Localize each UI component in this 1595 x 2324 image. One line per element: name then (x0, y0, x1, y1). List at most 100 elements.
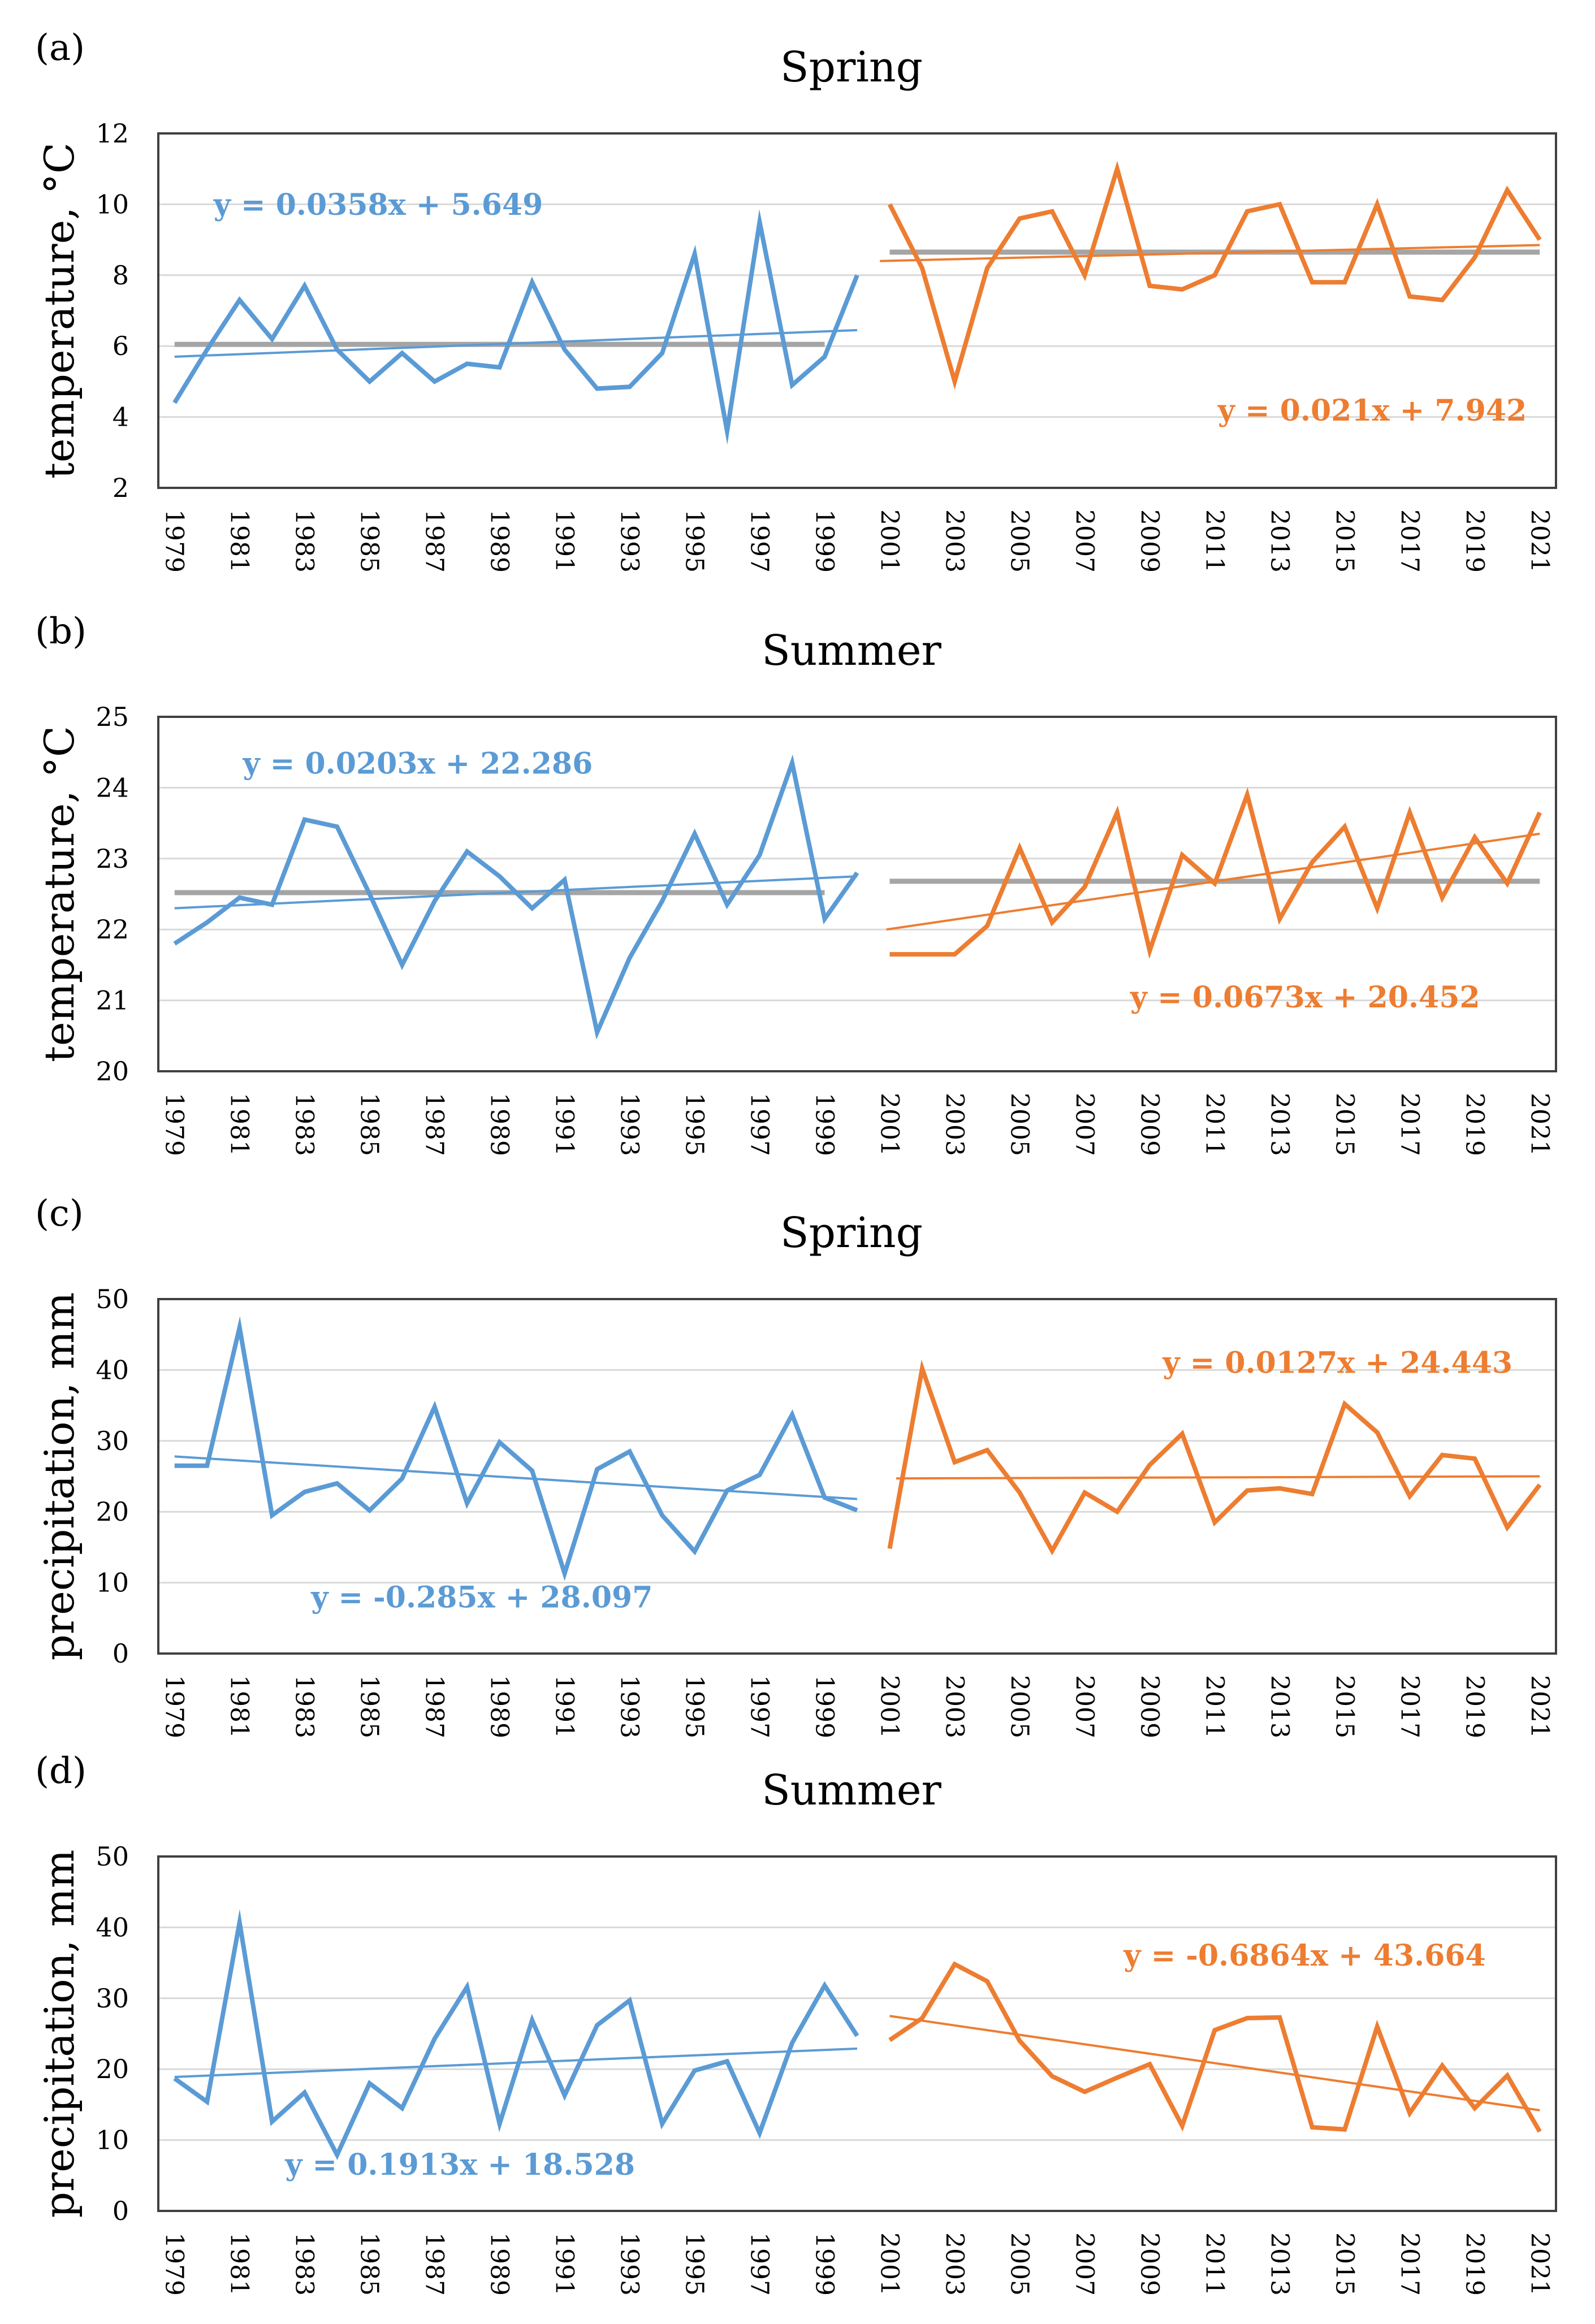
x-tick-label: 2001 (875, 509, 904, 573)
panel-label: (c) (35, 1193, 84, 1235)
x-tick-label: 2005 (1005, 1675, 1034, 1738)
x-tick-label: 2017 (1395, 1675, 1424, 1738)
x-tick-label: 1985 (355, 2232, 384, 2296)
x-tick-label: 2009 (1135, 1093, 1164, 1156)
x-tick-label: 2011 (1200, 1093, 1229, 1156)
x-tick-label: 1983 (290, 1093, 319, 1156)
x-tick-label: 2009 (1135, 509, 1164, 573)
series-line-period-2 (887, 161, 1542, 390)
x-tick-label: 2013 (1265, 1093, 1294, 1156)
x-tick-label: 1985 (355, 1093, 384, 1156)
x-tick-label: 2013 (1265, 1675, 1294, 1738)
x-tick-label: 2001 (875, 2232, 904, 2296)
chart-title: Summer (762, 626, 941, 675)
y-axis-label: precipitation, mm (36, 1850, 83, 2218)
x-tick-label: 2009 (1135, 2232, 1164, 2296)
y-tick-label: 20 (96, 1056, 129, 1087)
trend-equation-2: y = 0.0127x + 24.443 (1162, 1345, 1512, 1380)
plot-frame (157, 1855, 1557, 2212)
x-tick-label: 1983 (290, 2232, 319, 2296)
x-tick-label: 1989 (485, 1093, 514, 1156)
chart-title: Spring (780, 43, 923, 92)
x-tick-label: 2003 (940, 509, 969, 573)
chart-title: Summer (762, 1766, 941, 1815)
panel-label: (b) (35, 611, 87, 652)
plot-frame (157, 716, 1557, 1072)
x-tick-label: 1985 (355, 509, 384, 573)
x-tick-label: 2003 (940, 1093, 969, 1156)
x-tick-label: 2021 (1525, 1093, 1554, 1156)
x-tick-label: 2013 (1265, 509, 1294, 573)
x-tick-label: 1993 (615, 1093, 644, 1156)
chart-panel-3: (c) Spring precipitation, mm 0 10 20 30 40 50 197… (35, 1193, 1557, 1738)
x-tick-label: 1995 (680, 509, 709, 573)
x-tick-label: 2017 (1395, 1093, 1424, 1156)
x-tick-label: 2019 (1460, 1093, 1489, 1156)
y-tick-label: 30 (96, 1983, 129, 2014)
x-tick-label: 2015 (1330, 509, 1359, 573)
x-tick-label: 2001 (875, 1093, 904, 1156)
x-tick-label: 1999 (810, 1675, 839, 1738)
trend-equation-2: y = 0.021x + 7.942 (1217, 393, 1527, 428)
y-tick-label: 4 (113, 402, 129, 432)
trend-line-2 (889, 2015, 1540, 2111)
y-axis-label: temperature, °C (36, 726, 83, 1062)
series-line-period-2 (887, 1360, 1542, 1556)
x-tick-label: 1983 (290, 509, 319, 573)
y-tick-label: 20 (96, 1496, 129, 1527)
y-tick-label: 40 (96, 1912, 129, 1942)
x-tick-label: 1987 (420, 509, 449, 573)
x-tick-label: 2021 (1525, 1675, 1554, 1738)
x-tick-label: 1993 (615, 509, 644, 573)
x-tick-label: 2021 (1525, 2232, 1554, 2296)
y-tick-label: 12 (96, 118, 129, 149)
x-tick-label: 2007 (1070, 509, 1099, 573)
x-tick-label: 1991 (550, 1675, 579, 1738)
y-tick-label: 23 (96, 843, 129, 874)
series-line-period-1 (174, 1316, 858, 1581)
y-tick-label: 2 (113, 473, 129, 503)
y-axis-label: temperature, °C (36, 142, 83, 479)
x-tick-label: 2011 (1200, 2232, 1229, 2296)
y-tick-label: 50 (96, 1841, 129, 1872)
x-tick-label: 1987 (420, 2232, 449, 2296)
x-tick-label: 1997 (745, 509, 774, 573)
x-tick-label: 2015 (1330, 1675, 1359, 1738)
x-tick-label: 1997 (745, 1093, 774, 1156)
x-tick-label: 1991 (550, 2232, 579, 2296)
x-tick-label: 2017 (1395, 509, 1424, 573)
plot-frame (157, 132, 1557, 489)
y-axis-label: precipitation, mm (36, 1292, 83, 1660)
x-tick-label: 1999 (810, 2232, 839, 2296)
trend-equation-1: y = 0.1913x + 18.528 (284, 2148, 635, 2182)
x-tick-label: 1989 (485, 509, 514, 573)
series-line-period-1 (173, 1909, 859, 2161)
x-tick-label: 1989 (485, 1675, 514, 1738)
x-tick-label: 2011 (1200, 1675, 1229, 1738)
x-tick-label: 2007 (1070, 2232, 1099, 2296)
series-line-period-1 (172, 209, 859, 445)
x-tick-label: 2017 (1395, 2232, 1424, 2296)
x-tick-label: 1983 (290, 1675, 319, 1738)
x-tick-label: 1993 (615, 1675, 644, 1738)
y-tick-label: 10 (96, 189, 129, 219)
x-tick-label: 1995 (680, 2232, 709, 2296)
x-tick-label: 1979 (160, 1675, 189, 1738)
x-tick-label: 1991 (550, 1093, 579, 1156)
trend-line-2 (880, 244, 1540, 262)
trend-line-2 (896, 1475, 1540, 1480)
y-tick-label: 0 (113, 2196, 129, 2226)
series-line-period-2 (889, 787, 1542, 959)
x-tick-label: 2009 (1135, 1675, 1164, 1738)
x-tick-label: 2019 (1460, 1675, 1489, 1738)
x-tick-label: 2005 (1005, 1093, 1034, 1156)
y-tick-label: 8 (113, 260, 129, 291)
x-tick-label: 1981 (225, 509, 254, 573)
trend-equation-1: y = 0.0203x + 22.286 (242, 746, 593, 781)
y-tick-label: 6 (113, 331, 129, 361)
x-tick-label: 2015 (1330, 2232, 1359, 2296)
x-tick-label: 2013 (1265, 2232, 1294, 2296)
x-tick-label: 1991 (550, 509, 579, 573)
